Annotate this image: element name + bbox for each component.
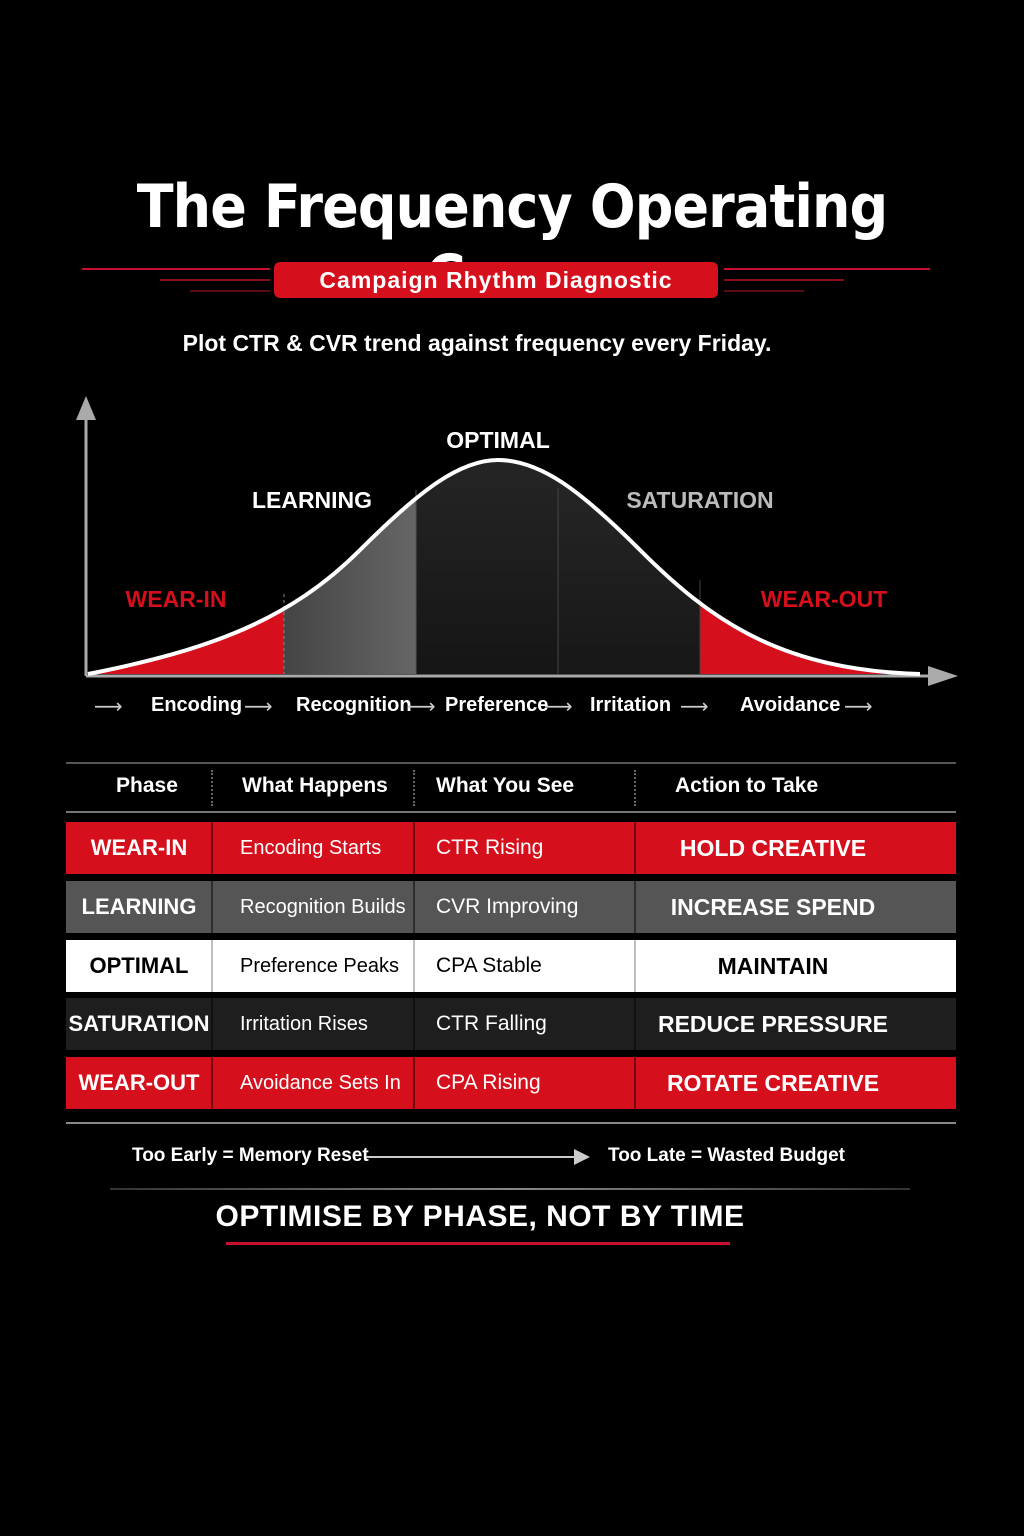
cell-separator xyxy=(634,940,636,992)
arrow-right-icon: ⟶ xyxy=(244,696,273,718)
cell-action: HOLD CREATIVE xyxy=(679,835,867,861)
table-row-wear-out: WEAR-OUT Avoidance Sets In CPA Rising RO… xyxy=(66,1057,956,1109)
cell-phase: SATURATION xyxy=(68,1011,210,1036)
table-row-learning: LEARNING Recognition Builds CVR Improvin… xyxy=(66,881,956,933)
instruction-text: Plot CTR & CVR trend against frequency e… xyxy=(182,330,772,356)
cell-what-happens: Recognition Builds xyxy=(240,896,406,918)
footer-divider xyxy=(110,1188,910,1190)
arrow-right-icon: ⟶ xyxy=(94,696,123,718)
cell-separator xyxy=(634,998,636,1050)
table-row-optimal: OPTIMAL Preference Peaks CPA Stable MAIN… xyxy=(66,940,956,992)
header-what-happens: What Happens xyxy=(242,774,388,797)
stage-recognition: Recognition xyxy=(296,694,412,716)
table-row-wear-in: WEAR-IN Encoding Starts CTR Rising HOLD … xyxy=(66,822,956,874)
region-wear-in xyxy=(88,460,284,674)
phase-label-wear-out: WEAR-OUT xyxy=(761,586,887,612)
cell-what-you-see: CTR Falling xyxy=(436,1012,547,1035)
cell-what-happens: Preference Peaks xyxy=(240,955,399,977)
table-header-rule xyxy=(66,811,956,813)
cell-separator xyxy=(413,822,415,874)
deco-line-right-bottom xyxy=(724,290,804,292)
header-phase: Phase xyxy=(116,774,178,797)
cell-phase: LEARNING xyxy=(81,894,197,919)
cell-separator xyxy=(211,940,213,992)
cell-phase: OPTIMAL xyxy=(89,953,189,978)
frequency-curve-diagram: WEAR-IN LEARNING OPTIMAL SATURATION WEAR… xyxy=(76,396,958,686)
arrow-right-icon: ⟶ xyxy=(844,696,873,718)
header-separator xyxy=(211,770,213,806)
cell-separator xyxy=(211,1057,213,1109)
deco-line-left-bottom xyxy=(190,290,270,292)
subtitle-badge: Campaign Rhythm Diagnostic xyxy=(274,262,718,298)
cell-what-you-see: CPA Rising xyxy=(436,1071,541,1094)
header-action: Action to Take xyxy=(675,774,819,797)
stage-avoidance: Avoidance xyxy=(740,694,841,716)
phase-label-saturation: SATURATION xyxy=(626,487,773,513)
cell-what-you-see: CPA Stable xyxy=(436,954,542,977)
cell-action: REDUCE PRESSURE xyxy=(657,1011,889,1037)
stage-irritation: Irritation xyxy=(590,694,672,716)
arrow-right-icon: ⟶ xyxy=(407,696,436,718)
cell-separator xyxy=(211,881,213,933)
cell-what-you-see: CVR Improving xyxy=(436,895,579,918)
cell-what-happens: Irritation Rises xyxy=(240,1013,368,1035)
cell-action: ROTATE CREATIVE xyxy=(666,1070,880,1096)
cell-separator xyxy=(634,881,636,933)
tagline: OPTIMISE BY PHASE, NOT BY TIME xyxy=(215,1200,745,1233)
arrow-right-icon xyxy=(574,1149,590,1165)
arrow-right-icon: ⟶ xyxy=(680,696,709,718)
deco-line-left-mid xyxy=(160,279,270,281)
deco-line-right-top xyxy=(724,268,930,270)
phase-label-learning: LEARNING xyxy=(252,487,372,513)
cell-separator xyxy=(211,822,213,874)
region-learning xyxy=(284,460,416,674)
cell-phase: WEAR-OUT xyxy=(78,1070,200,1095)
table-top-rule xyxy=(66,762,956,764)
phase-label-optimal: OPTIMAL xyxy=(446,427,550,453)
header-what-you-see: What You See xyxy=(436,774,575,797)
cell-what-happens: Encoding Starts xyxy=(240,837,382,859)
too-late-note: Too Late = Wasted Budget xyxy=(608,1145,845,1166)
deco-line-left-top xyxy=(82,268,270,270)
cell-phase: WEAR-IN xyxy=(90,835,188,860)
table-bottom-rule xyxy=(66,1122,956,1124)
phase-label-wear-in: WEAR-IN xyxy=(126,586,227,612)
cell-what-you-see: CTR Rising xyxy=(436,836,544,859)
region-optimal xyxy=(416,460,558,674)
y-axis-arrowhead-icon xyxy=(76,396,96,420)
cell-separator xyxy=(413,1057,415,1109)
cell-separator xyxy=(634,822,636,874)
cell-action: MAINTAIN xyxy=(717,953,829,979)
too-early-note: Too Early = Memory Reset xyxy=(132,1145,369,1166)
stage-preference: Preference xyxy=(445,694,549,716)
region-wear-out xyxy=(700,460,920,674)
cell-separator xyxy=(413,881,415,933)
cell-action: INCREASE SPEND xyxy=(670,894,876,920)
cell-what-happens: Avoidance Sets In xyxy=(240,1072,401,1094)
cell-separator xyxy=(211,998,213,1050)
tagline-underline xyxy=(226,1242,730,1245)
x-axis-arrowhead-icon xyxy=(928,666,958,686)
arrow-right-icon: ⟶ xyxy=(544,696,573,718)
deco-line-right-mid xyxy=(724,279,844,281)
cell-separator xyxy=(413,940,415,992)
stage-sequence: ⟶ Encoding ⟶ Recognition ⟶ Preference ⟶ … xyxy=(0,694,1024,724)
frequency-curve-line xyxy=(87,457,921,676)
stage-encoding: Encoding xyxy=(151,694,243,716)
header-separator xyxy=(634,770,636,806)
header-separator xyxy=(413,770,415,806)
table-row-saturation: SATURATION Irritation Rises CTR Falling … xyxy=(66,998,956,1050)
cell-separator xyxy=(413,998,415,1050)
cell-separator xyxy=(634,1057,636,1109)
timing-arrow xyxy=(366,1156,582,1158)
